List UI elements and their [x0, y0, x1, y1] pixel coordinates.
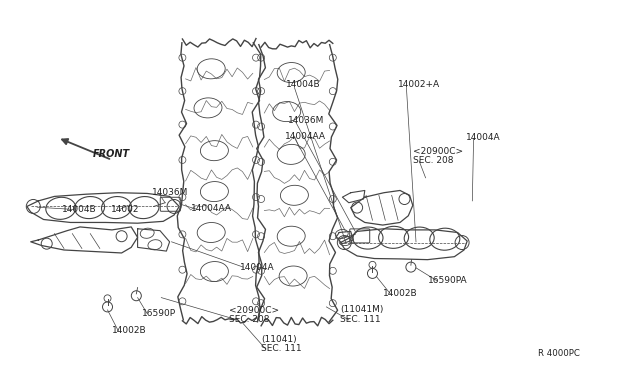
Text: SEC. 208: SEC. 208	[229, 315, 269, 324]
Text: 14036M: 14036M	[152, 188, 189, 197]
Text: 16590P: 16590P	[142, 309, 176, 318]
Text: R 4000PC: R 4000PC	[538, 349, 579, 358]
Text: 16590PA: 16590PA	[428, 276, 467, 285]
Text: 14004B: 14004B	[62, 205, 97, 214]
Text: 14004A: 14004A	[240, 263, 275, 272]
Text: FRONT: FRONT	[93, 150, 130, 159]
Text: SEC. 111: SEC. 111	[261, 344, 301, 353]
Text: SEC. 208: SEC. 208	[413, 156, 453, 165]
Text: <20900C>: <20900C>	[413, 147, 463, 156]
Text: 14004AA: 14004AA	[285, 132, 326, 141]
Text: 14002: 14002	[111, 205, 140, 214]
Text: <20900C>: <20900C>	[229, 306, 279, 315]
Text: 14002+A: 14002+A	[398, 80, 440, 89]
Text: 14004B: 14004B	[286, 80, 321, 89]
Text: 14002B: 14002B	[383, 289, 417, 298]
Text: SEC. 111: SEC. 111	[340, 315, 381, 324]
Text: 14004A: 14004A	[466, 133, 500, 142]
Text: 14036M: 14036M	[288, 116, 324, 125]
Text: 14004AA: 14004AA	[191, 204, 232, 213]
Text: (11041M): (11041M)	[340, 305, 384, 314]
Text: (11041): (11041)	[261, 335, 297, 344]
Text: 14002B: 14002B	[112, 326, 147, 335]
